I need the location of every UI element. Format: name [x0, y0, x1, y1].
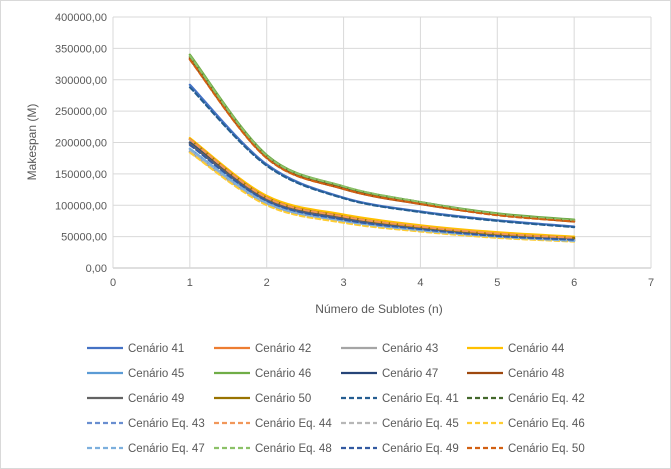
legend-item: Cenário 44	[467, 343, 565, 355]
x-tick-label: 3	[341, 277, 347, 289]
legend: Cenário 41 Cenário 42 Cenário 43 Cenário 44…	[87, 343, 585, 455]
gridlines	[112, 16, 652, 269]
legend-item: Cenário 48	[467, 368, 564, 380]
y-tick-label: 150000,00	[55, 169, 107, 181]
series-line-11	[188, 86, 576, 229]
x-tick-label: 1	[187, 277, 193, 289]
legend-item: Cenário Eq. 41	[341, 393, 459, 405]
legend-item: Cenário Eq. 47	[87, 443, 205, 455]
y-tick-label: 300000,00	[55, 75, 107, 87]
series-line-4	[188, 136, 576, 238]
y-tick-label: 250000,00	[55, 106, 107, 118]
legend-label: Cenário 49	[128, 393, 184, 405]
series-line-16	[188, 151, 576, 243]
series-line-20	[188, 58, 576, 223]
legend-label: Cenário 50	[255, 393, 311, 405]
y-tick-label: 350000,00	[55, 43, 107, 55]
legend-item: Cenário 42	[214, 343, 311, 355]
legend-label: Cenário Eq. 46	[508, 418, 585, 430]
legend-item: Cenário 43	[341, 343, 438, 355]
legend-item: Cenário Eq. 44	[214, 418, 332, 430]
x-tick-label: 7	[648, 277, 654, 289]
y-tick-label: 400000,00	[55, 12, 107, 24]
legend-label: Cenário Eq. 50	[508, 443, 585, 455]
legend-label: Cenário Eq. 47	[128, 443, 205, 455]
legend-item: Cenário 50	[214, 393, 311, 405]
y-tick-label: 50000,00	[61, 232, 107, 244]
legend-item: Cenário Eq. 45	[341, 418, 459, 430]
legend-label: Cenário Eq. 42	[508, 393, 585, 405]
legend-label: Cenário 44	[508, 343, 565, 355]
y-tick-labels: 0,00 50000,00 100000,00 150000,00 200000,00 2…	[55, 12, 107, 275]
legend-item: Cenário Eq. 46	[467, 418, 585, 430]
legend-item: Cenário 47	[341, 368, 438, 380]
legend-label: Cenário 43	[382, 343, 438, 355]
legend-label: Cenário 41	[128, 343, 184, 355]
series-line-14	[188, 138, 576, 239]
legend-label: Cenário 46	[255, 368, 311, 380]
legend-label: Cenário 45	[128, 368, 184, 380]
x-tick-label: 0	[110, 277, 116, 289]
legend-item: Cenário Eq. 42	[467, 393, 585, 405]
y-tick-label: 0,00	[86, 263, 107, 275]
x-tick-label: 6	[571, 277, 577, 289]
x-tick-label: 2	[264, 277, 270, 289]
legend-label: Cenário 48	[508, 368, 564, 380]
y-tick-label: 100000,00	[55, 200, 107, 212]
legend-item: Cenário Eq. 43	[87, 418, 205, 430]
x-axis-title: Número de Sublotes (n)	[315, 302, 442, 316]
series-line-19	[188, 144, 576, 241]
series-line-17	[188, 147, 576, 243]
legend-label: Cenário Eq. 41	[382, 393, 459, 405]
legend-label: Cenário Eq. 44	[255, 418, 332, 430]
legend-item: Cenário 45	[87, 368, 184, 380]
legend-label: Cenário Eq. 49	[382, 443, 459, 455]
legend-label: Cenário 47	[382, 368, 438, 380]
series-line-18	[188, 54, 576, 222]
legend-item: Cenário Eq. 50	[467, 443, 585, 455]
x-tick-label: 4	[417, 277, 423, 289]
legend-label: Cenário 42	[255, 343, 311, 355]
legend-label: Cenário Eq. 43	[128, 418, 205, 430]
legend-item: Cenário Eq. 48	[214, 443, 332, 455]
x-tick-label: 5	[494, 277, 500, 289]
x-tick-labels: 0 1 2 3 4 5 6 7	[110, 277, 654, 289]
legend-item: Cenário 49	[87, 393, 184, 405]
y-tick-label: 200000,00	[55, 138, 107, 150]
y-axis-title: Makespan (M)	[25, 104, 39, 181]
legend-label: Cenário Eq. 45	[382, 418, 459, 430]
legend-item: Cenário 41	[87, 343, 184, 355]
legend-item: Cenário Eq. 49	[341, 443, 459, 455]
series-lines	[188, 53, 576, 243]
legend-item: Cenário 46	[214, 368, 311, 380]
legend-label: Cenário Eq. 48	[255, 443, 332, 455]
